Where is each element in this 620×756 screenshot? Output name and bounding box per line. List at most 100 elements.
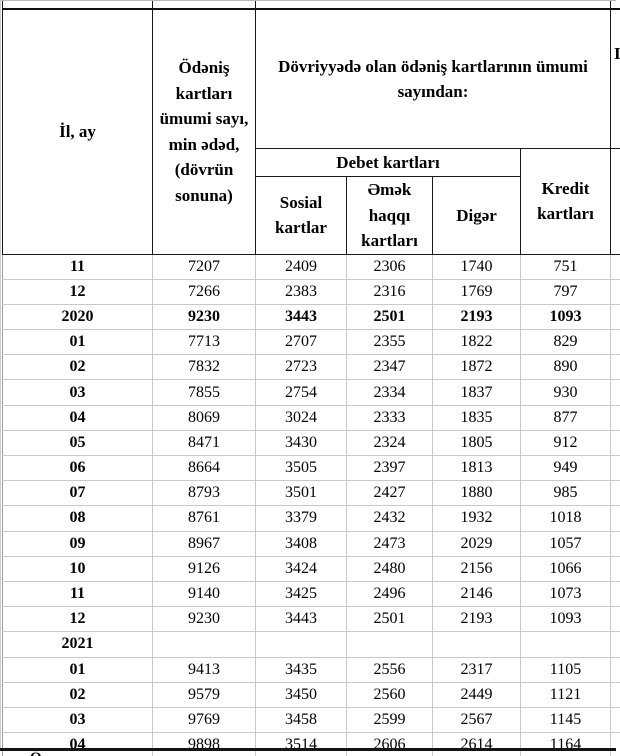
table-cell: 3443 [255,303,347,331]
table-cell: 9230 [152,303,256,331]
table-cell: 2317 [432,656,521,683]
table-cell: 890 [520,354,611,381]
col-header-emek-haqqi: Əmək haqqı kartları [346,176,433,255]
cutoff-header-cell [610,148,620,255]
table-cell: 751 [520,253,611,280]
table-cell: 2397 [346,454,433,482]
table-cell-cutoff [610,580,620,608]
table-cell: 949 [520,454,611,482]
row-label: 01 [2,656,153,683]
table-cell: 912 [520,429,611,457]
table-cell: 8793 [152,480,256,507]
row-label: 11 [2,253,153,280]
table-cell-cutoff [610,404,620,431]
table-cell: 877 [520,404,611,431]
table-row: 06 8664 3505 2397 1813 949 [2,454,620,482]
header-row-debet: Debet kartları Kredit kartları [3,148,620,255]
table-cell: 2560 [346,681,433,708]
table-cell: 2432 [346,505,433,532]
table-cell: 1121 [520,681,611,708]
table-cell-cutoff [610,354,620,381]
table-cell: 2501 [346,606,433,633]
col-header-circulation-group: Dövriyyədə olan ödəniş kartlarının ümumi… [255,8,611,149]
table-cell: 1073 [520,580,611,608]
table-cell-cutoff [610,329,620,356]
table-cell: 8069 [152,404,256,431]
col-header-debet-group: Debet kartları [255,148,521,177]
row-label: 05 [2,429,153,457]
table-cell [255,631,347,658]
table-row: 08 8761 3379 2432 1932 1018 [2,505,620,532]
table-cell-cutoff [610,429,620,457]
table-cell: 1093 [520,606,611,633]
header-row-main: İl, ay Ödəniş kartları ümumi sayı, min ə… [2,8,620,255]
table-cell: 3379 [255,505,347,532]
table-cell-cutoff [610,732,620,756]
table-cell: 2754 [255,379,347,406]
col-header-total-cards: Ödəniş kartları ümumi sayı, min ədəd, (d… [152,8,256,255]
table-cell: 1164 [520,732,611,756]
cutoff-row-top [2,1,620,10]
table-cell: 3424 [255,555,347,582]
table-cell: 7832 [152,354,256,381]
table-cell: 7855 [152,379,256,406]
table-row: 12 9230 3443 2501 2193 1093 [2,606,620,633]
table-cell: 8471 [152,429,256,457]
col-header-sosial: Sosial kartlar [255,176,347,255]
table-cell: 2614 [432,732,521,756]
table-head: İl, ay Ödəniş kartları ümumi sayı, min ə… [2,1,620,255]
table-cell-cutoff [610,303,620,331]
table-cell: 1822 [432,329,521,356]
row-label: 02 [2,681,153,708]
table-cell: 1066 [520,555,611,582]
table-row: 11 7207 2409 2306 1740 751 [2,253,620,280]
table-cell: 797 [520,278,611,305]
row-label: 07 [2,480,153,507]
table-cell: 1093 [520,303,611,331]
table-row: 01 9413 3435 2556 2317 1105 [2,656,620,683]
footnote-letter-fragment: Ö [30,751,60,756]
table-cell: 2316 [346,278,433,305]
table-cell-cutoff [610,253,620,280]
table-cell: 3430 [255,429,347,457]
table-cell: 2409 [255,253,347,280]
row-label: 06 [2,454,153,482]
table-row: 09 8967 3408 2473 2029 1057 [2,530,620,557]
table-cell-cutoff [610,379,620,406]
table-row: 03 9769 3458 2599 2567 1145 [2,706,620,734]
table-cell: 9579 [152,681,256,708]
table-cell: 8967 [152,530,256,557]
table-cell: 930 [520,379,611,406]
table-body: 11 7207 2409 2306 1740 751 12 7266 2383 … [2,253,620,756]
cutoff-cell [152,1,256,10]
row-label: 09 [2,530,153,557]
table-row: 2020 9230 3443 2501 2193 1093 [2,303,620,331]
table-bottom-rule [0,748,616,751]
table-cell: 985 [520,480,611,507]
table-cell-cutoff [610,555,620,582]
table-cell: 3408 [255,530,347,557]
table-cell: 3458 [255,706,347,734]
table-cell: 2449 [432,681,521,708]
table-cell: 2324 [346,429,433,457]
table-cell: 3501 [255,480,347,507]
row-label: 01 [2,329,153,356]
table-cell-cutoff [610,706,620,734]
row-label: 11 [2,580,153,608]
table-cell: 3514 [255,732,347,756]
table-cell: 1805 [432,429,521,457]
table-cell-cutoff [610,681,620,708]
table-cell: 9769 [152,706,256,734]
table-cell: 829 [520,329,611,356]
row-label: 10 [2,555,153,582]
table-cell-cutoff [610,480,620,507]
table-cell-cutoff [610,278,620,305]
table-cell: 1837 [432,379,521,406]
table-row: 12 7266 2383 2316 1769 797 [2,278,620,305]
cutoff-cell [2,1,153,10]
row-label: 03 [2,379,153,406]
row-label: 02 [2,354,153,381]
spreadsheet-gridline-top [0,0,616,1]
cutoff-cell [255,1,611,10]
table-cell: 1018 [520,505,611,532]
